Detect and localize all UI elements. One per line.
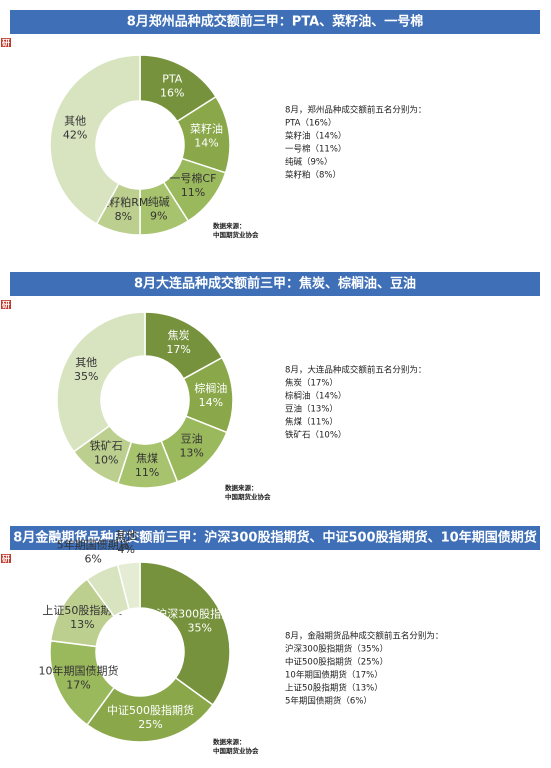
slice-label: 中证500股指期货 [107, 703, 194, 717]
slice-label: 豆油 [181, 432, 203, 446]
slice-label: 铁矿石 [90, 439, 123, 452]
slice-label: 上证50股指期货 [42, 603, 122, 617]
slice-label: 一号棉CF [169, 171, 216, 185]
badge: 研 [2, 555, 10, 564]
slice-value-label: 11% [135, 466, 159, 479]
donut-slice [49, 54, 141, 225]
slice-value-label: 16% [160, 86, 184, 99]
source-note: 中国期货业协会 [213, 746, 259, 755]
note-line: 棕榈油（14%） [285, 391, 346, 402]
slice-label: 焦炭 [168, 329, 190, 342]
donut-slice [56, 311, 146, 453]
slice-label: 5年期国债期货 [57, 537, 130, 551]
slice-label: PTA [162, 72, 182, 85]
chart-title: 8月郑州品种成交额前三甲：PTA、菜籽油、一号棉 [127, 14, 424, 30]
slice-label: 沪深300股指期货 [156, 607, 243, 621]
slice-value-label: 17% [166, 343, 190, 356]
slice-label: 10年期国债期货 [39, 664, 119, 678]
notes-title: 8月，金融期货品种成交额前五名分别为： [285, 631, 443, 642]
badge-box [1, 554, 11, 563]
notes-title: 8月，大连品种成交额前五名分别为： [285, 365, 426, 376]
note-line: 纯碱（9%） [285, 157, 333, 168]
slice-label: 其他 [75, 356, 97, 369]
source-note: 中国期货业协会 [213, 230, 259, 239]
donut-slice [139, 561, 231, 706]
note-line: 焦煤（11%） [285, 417, 338, 428]
slice-label: 其他 [64, 114, 86, 127]
slice-label: 其他 [115, 529, 137, 542]
slice-value-label: 35% [74, 370, 98, 383]
badge-box [1, 300, 11, 309]
slice-value-label: 10% [94, 453, 118, 466]
title-bar [10, 272, 540, 296]
slice-value-label: 14% [199, 396, 223, 409]
title-bar [10, 10, 540, 34]
slice-value-label: 25% [138, 718, 162, 731]
chart-title: 8月金融期货品种成交额前三甲：沪深300股指期货、中证500股指期货、10年期国… [13, 530, 536, 546]
source-note: 数据来源： [213, 737, 246, 746]
source-note: 数据来源： [225, 483, 258, 492]
notes-title: 8月，郑州品种成交额前五名分别为： [285, 105, 426, 116]
slice-value-label: 14% [194, 137, 218, 150]
slice-label: 棕榈油 [194, 381, 227, 395]
slice-value-label: 6% [84, 552, 101, 565]
note-line: 沪深300股指期货（35%） [285, 644, 388, 655]
donut-slice [86, 676, 214, 743]
badge-box [1, 38, 11, 47]
source-note: 数据来源： [213, 221, 246, 230]
slice-label: 焦煤 [136, 452, 158, 465]
note-line: 5年期国债期货（6%） [285, 696, 372, 707]
note-line: 上证50股指期货（13%） [285, 683, 383, 694]
note-line: 菜籽油（14%） [285, 131, 346, 142]
slice-value-label: 42% [63, 128, 87, 141]
slice-value-label: 13% [70, 618, 94, 631]
note-line: 中证500股指期货（25%） [285, 657, 388, 668]
chart-title: 8月大连品种成交额前三甲：焦炭、棕榈油、豆油 [134, 276, 416, 292]
note-line: PTA（16%） [285, 118, 336, 129]
note-line: 一号棉（11%） [285, 144, 346, 155]
note-line: 菜籽粕（8%） [285, 170, 341, 181]
slice-value-label: 35% [187, 622, 211, 635]
source-note: 中国期货业协会 [225, 492, 271, 501]
slice-value-label: 8% [115, 210, 132, 223]
note-line: 10年期国债期货（17%） [285, 670, 383, 681]
donut-slice [116, 561, 141, 611]
slice-value-label: 9% [150, 209, 167, 222]
note-line: 豆油（13%） [285, 404, 338, 415]
badge: 研 [2, 301, 10, 310]
slice-value-label: 13% [179, 447, 203, 460]
slice-label: 纯碱 [148, 195, 170, 208]
note-line: 焦炭（17%） [285, 378, 338, 389]
note-line: 铁矿石（10%） [285, 430, 346, 441]
slice-label: 菜籽油 [190, 122, 223, 136]
title-bar [10, 526, 540, 550]
slice-value-label: 4% [117, 543, 134, 556]
badge: 研 [2, 39, 10, 48]
slice-value-label: 11% [181, 186, 205, 199]
slice-value-label: 17% [66, 679, 90, 692]
